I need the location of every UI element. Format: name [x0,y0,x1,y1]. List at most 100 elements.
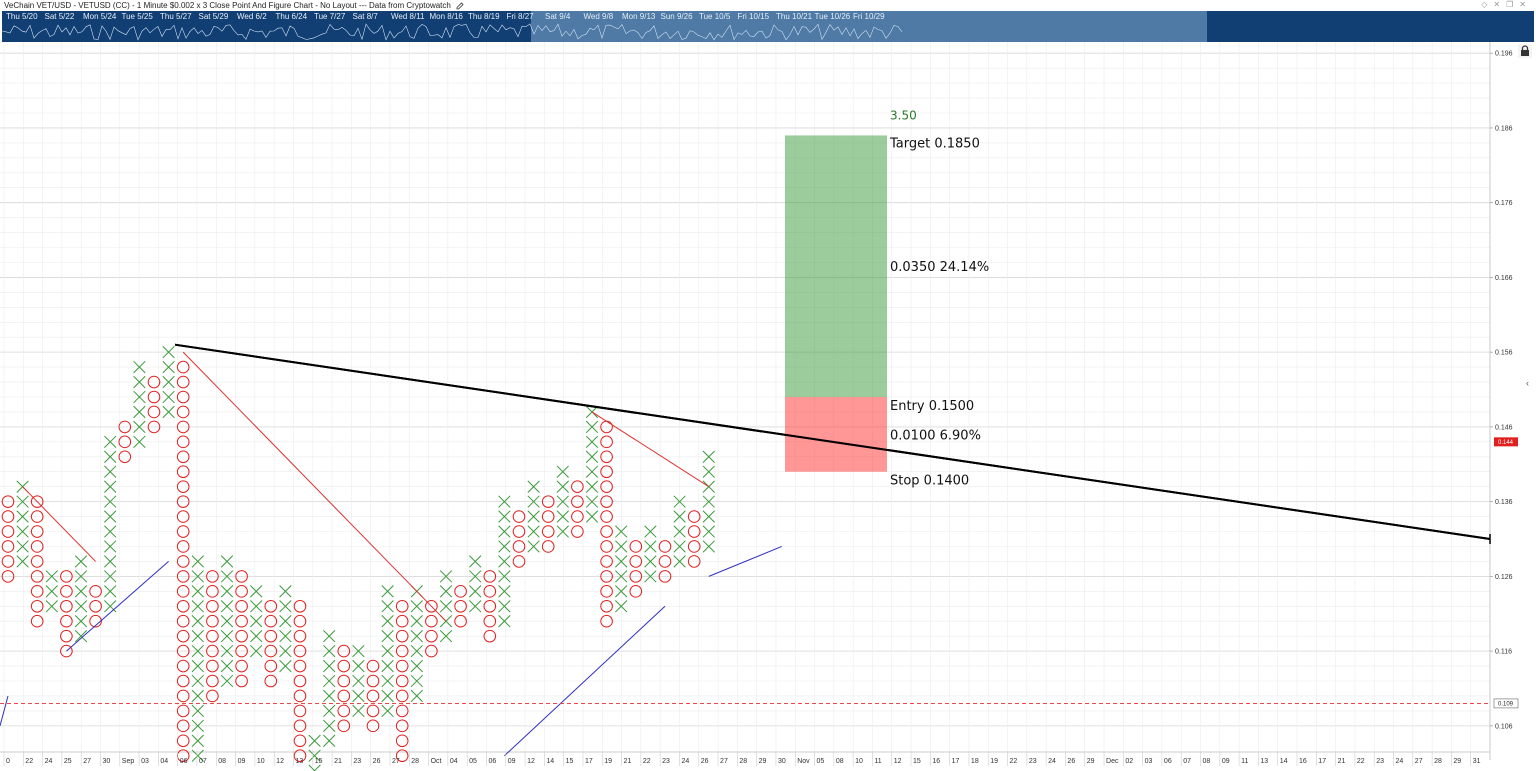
x-mark [191,630,204,643]
o-mark [1,495,15,508]
o-mark [206,674,219,688]
o-mark [687,540,701,553]
x-tick-label: 11 [874,758,881,765]
x-tick-label: 27 [720,758,728,765]
x-mark [381,585,394,598]
restore-icon[interactable]: ❐ [1506,0,1520,9]
x-mark [104,495,117,508]
x-tick-label: 22 [25,758,33,765]
x-mark [162,390,175,404]
x-mark [16,555,29,568]
pin-icon[interactable]: ✕ [1493,0,1507,9]
o-mark [541,525,555,538]
x-tick-label: 12 [894,758,902,765]
x-tick-label: 24 [681,758,689,765]
x-mark [191,674,204,688]
o-mark [60,585,73,598]
x-mark [673,510,686,523]
x-tick-label: 17 [585,758,593,765]
o-mark [337,659,351,673]
close-icon[interactable]: ✕ [1519,0,1532,9]
x-mark [556,525,569,538]
x-mark [702,465,715,478]
o-mark [293,674,307,688]
o-column [264,599,278,688]
o-mark [206,599,219,613]
y-tick-label: 0.116 [1495,649,1512,656]
x-tick-label: 17 [952,758,960,765]
o-mark [366,689,380,703]
x-mark [381,674,394,688]
diamond-icon[interactable]: ◇ [1481,0,1494,9]
x-mark [410,674,423,688]
x-mark [323,644,336,658]
x-mark [133,360,146,374]
navigator-label: Tue 7/27 [314,12,346,21]
x-mark [74,630,88,643]
pf-columns [1,346,715,771]
o-mark [395,629,409,643]
o-mark [395,599,409,613]
x-tick-label: 15 [913,758,921,765]
x-mark [381,615,394,628]
x-mark [16,525,29,538]
x-mark [220,570,234,583]
level-price-box [1493,698,1519,709]
o-mark [176,629,190,643]
o-mark [512,525,526,538]
x-tick-label: 27 [83,758,91,765]
x-mark [133,405,146,419]
o-mark [293,599,307,613]
x-mark [498,615,511,628]
navigator-label: Thu 5/27 [160,12,192,21]
pf-chart: 3.50 Target 0.1850 0.0350 24.14% Entry 0.15… [0,42,1519,771]
o-mark [571,480,584,493]
o-mark [425,629,438,643]
navigator-labels: Thu 5/20 Sat 5/22 Mon 5/24 Tue 5/25 Thu 5/27… [2,11,1534,22]
x-mark [191,704,204,718]
x-mark [162,405,175,419]
x-mark [308,749,321,762]
stop-zone[interactable] [785,397,887,472]
o-mark [176,360,190,374]
navigator-window[interactable] [531,11,1207,42]
x-tick-label: 21 [334,758,342,765]
o-mark [629,585,643,598]
o-mark [629,555,643,568]
lock-icon[interactable] [1518,44,1532,58]
x-mark [410,689,423,703]
x-tick-label: 19 [604,758,612,765]
o-mark [541,540,555,553]
o-column [293,599,307,763]
x-mark [469,570,482,583]
window-controls[interactable]: ◇✕❐✕ [1481,0,1532,9]
x-mark [323,674,336,688]
collapse-panel-icon[interactable]: ‹ [1526,378,1529,388]
o-mark [30,599,44,613]
x-mark [191,734,204,747]
o-mark [600,465,613,479]
x-mark [702,525,715,538]
o-mark [600,599,613,613]
x-mark [585,480,599,493]
o-mark [147,405,161,419]
x-mark [381,659,394,673]
x-mark [702,540,715,553]
o-mark [395,659,409,673]
target-zone[interactable] [785,135,887,397]
o-mark [176,540,190,553]
x-mark [644,525,657,538]
o-mark [176,510,190,523]
o-mark [89,599,102,613]
y-tick-label: 0.126 [1495,574,1513,581]
o-mark [600,614,613,628]
o-column [541,495,555,553]
x-mark [615,540,628,553]
pencil-icon[interactable] [456,2,464,10]
x-tick-label: 21 [1338,758,1346,765]
navigator-line [2,23,903,41]
navigator-bar[interactable]: Thu 5/20 Sat 5/22 Mon 5/24 Tue 5/25 Thu 5/27… [2,11,1534,42]
x-tick-label: 09 [1222,758,1230,765]
x-column [323,630,336,747]
x-mark [191,719,204,732]
